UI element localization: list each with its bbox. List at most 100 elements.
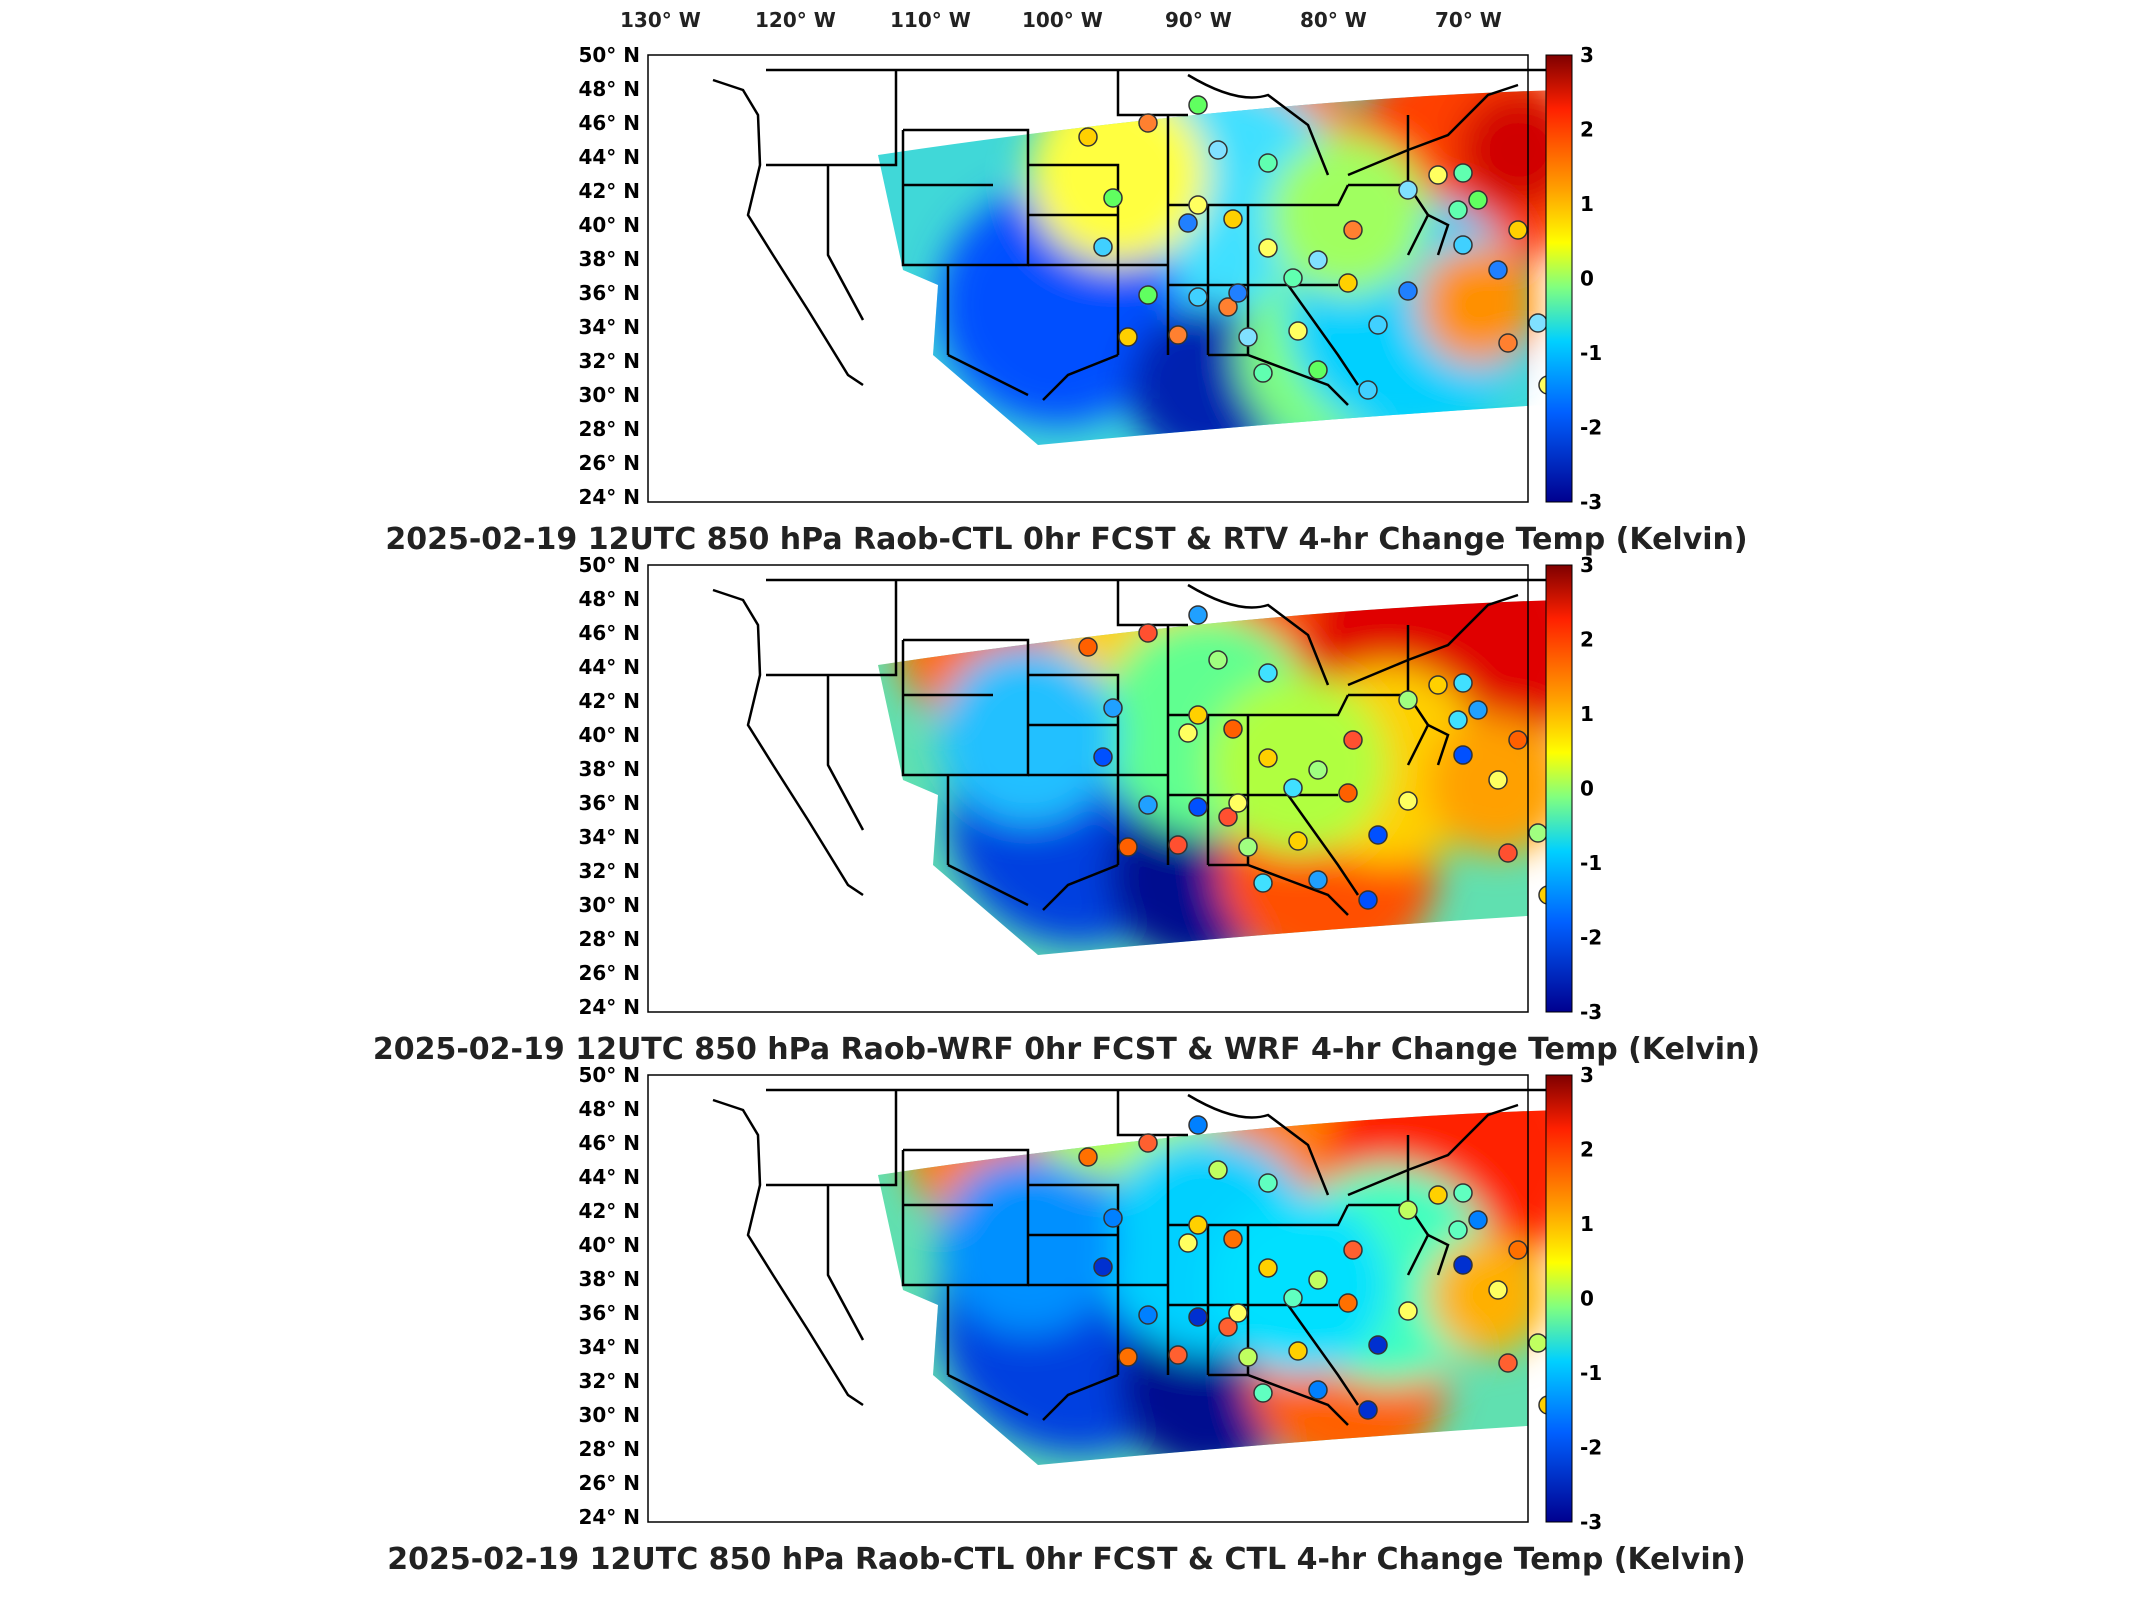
raob-station-marker — [1103, 1208, 1123, 1228]
lon-label: 100° W — [1022, 8, 1103, 32]
lon-label: 120° W — [755, 8, 836, 32]
lat-label: 48° N — [578, 587, 640, 611]
raob-station-marker — [1078, 127, 1098, 147]
raob-station-marker — [1188, 705, 1208, 725]
raob-station-marker — [1178, 1233, 1198, 1253]
state-boundary — [826, 675, 865, 831]
state-boundary — [1028, 673, 1120, 865]
raob-station-marker — [1368, 315, 1388, 335]
lat-label: 42° N — [578, 689, 640, 713]
colorbar — [1545, 1074, 1573, 1523]
raob-station-marker — [1118, 837, 1138, 857]
raob-station-marker — [1468, 700, 1488, 720]
raob-station-marker — [1448, 710, 1468, 730]
field-blob — [1208, 675, 1388, 855]
raob-station-marker — [1358, 890, 1378, 910]
colorbar-tick-label: -3 — [1580, 1000, 1602, 1024]
raob-station-marker — [1338, 783, 1358, 803]
raob-station-marker — [1498, 1353, 1518, 1373]
raob-station-marker — [1258, 1258, 1278, 1278]
raob-station-marker — [1468, 190, 1488, 210]
raob-station-marker — [1288, 831, 1308, 851]
state-boundary — [1116, 1090, 1188, 1137]
raob-station-marker — [1168, 1345, 1188, 1365]
raob-station-marker — [1448, 1220, 1468, 1240]
colorbar-tick-label: 3 — [1580, 555, 1594, 577]
raob-station-marker — [1398, 791, 1418, 811]
lat-label: 30° N — [578, 893, 640, 917]
lat-label: 42° N — [578, 179, 640, 203]
panel-title: 2025-02-19 12UTC 850 hPa Raob-CTL 0hr FC… — [387, 1542, 1746, 1577]
raob-station-marker — [1078, 637, 1098, 657]
raob-station-marker — [1368, 825, 1388, 845]
lat-label: 28° N — [578, 1437, 640, 1461]
panel-title: 2025-02-19 12UTC 850 hPa Raob-CTL 0hr FC… — [385, 522, 1748, 557]
raob-station-marker — [1308, 360, 1328, 380]
state-boundary — [947, 1373, 1029, 1417]
colorbar-tick-label: 1 — [1580, 192, 1594, 216]
raob-station-marker — [1398, 1301, 1418, 1321]
raob-station-marker — [1208, 1160, 1228, 1180]
raob-station-marker — [1488, 770, 1508, 790]
raob-station-marker — [1188, 95, 1208, 115]
state-boundary — [1187, 1093, 1330, 1196]
panel-title: 2025-02-19 12UTC 850 hPa Raob-WRF 0hr FC… — [372, 1032, 1761, 1067]
lat-label: 40° N — [578, 723, 640, 747]
lat-label: 38° N — [578, 247, 640, 271]
raob-station-marker — [1258, 1173, 1278, 1193]
state-boundary — [1347, 83, 1519, 177]
lat-label: 32° N — [578, 859, 640, 883]
map-panel: 50° N 48° N 46° N 44° N 42° N 40° N 38° N 36° N… — [578, 555, 1602, 1024]
colorbar-tick-label: -1 — [1580, 341, 1602, 365]
lat-label: 44° N — [578, 145, 640, 169]
raob-station-marker — [1308, 1380, 1328, 1400]
map-panel: 50° N 48° N 46° N 44° N 42° N 40° N 38° N 36° N… — [578, 1065, 1602, 1534]
raob-station-marker — [1118, 327, 1138, 347]
lon-label: 80° W — [1300, 8, 1367, 32]
raob-station-marker — [1453, 1255, 1473, 1275]
raob-station-marker — [1138, 285, 1158, 305]
colorbar-tick-label: 0 — [1580, 267, 1594, 291]
lon-label: 70° W — [1435, 8, 1502, 32]
lat-label: 24° N — [578, 485, 640, 509]
lat-label: 50° N — [578, 1065, 640, 1087]
raob-station-marker — [1188, 1215, 1208, 1235]
raob-station-marker — [1228, 283, 1248, 303]
raob-station-marker — [1428, 675, 1448, 695]
state-boundary — [712, 588, 864, 897]
raob-station-marker — [1253, 363, 1273, 383]
raob-station-marker — [1103, 188, 1123, 208]
raob-station-marker — [1253, 1383, 1273, 1403]
lat-label: 32° N — [578, 349, 640, 373]
raob-station-marker — [1448, 200, 1468, 220]
state-boundary — [1116, 580, 1188, 627]
state-boundary — [712, 1098, 864, 1407]
raob-station-marker — [1308, 250, 1328, 270]
state-boundary — [712, 78, 864, 387]
state-boundary — [1208, 353, 1349, 406]
state-boundary — [1042, 863, 1119, 911]
lat-label: 36° N — [578, 1301, 640, 1325]
lon-label: 130° W — [620, 8, 701, 32]
raob-station-marker — [1093, 747, 1113, 767]
state-boundary — [1347, 1103, 1519, 1197]
raob-station-marker — [1343, 1240, 1363, 1260]
raob-station-marker — [1258, 238, 1278, 258]
state-boundary — [1042, 353, 1119, 401]
map-frame — [647, 54, 1529, 503]
raob-station-marker — [1253, 873, 1273, 893]
lat-label: 30° N — [578, 383, 640, 407]
raob-station-marker — [1218, 297, 1238, 317]
lat-label: 44° N — [578, 655, 640, 679]
state-boundary — [1168, 694, 1350, 717]
raob-station-marker — [1283, 268, 1303, 288]
lat-label: 38° N — [578, 1267, 640, 1291]
state-boundary — [826, 165, 865, 321]
raob-station-marker — [1103, 698, 1123, 718]
colorbar-tick-label: -3 — [1580, 490, 1602, 514]
colorbar-tick-label: -2 — [1580, 926, 1602, 950]
temperature-field — [878, 1110, 1558, 1465]
raob-station-marker — [1188, 1307, 1208, 1327]
state-boundary — [1347, 593, 1519, 687]
lat-label: 34° N — [578, 1335, 640, 1359]
